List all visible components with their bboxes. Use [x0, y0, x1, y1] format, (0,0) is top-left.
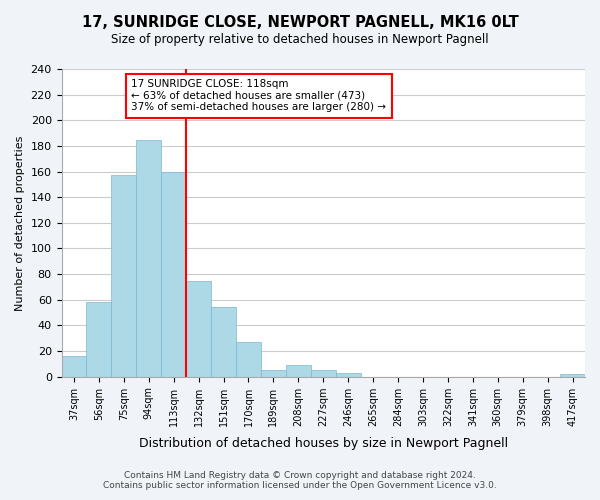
- Text: Size of property relative to detached houses in Newport Pagnell: Size of property relative to detached ho…: [111, 32, 489, 46]
- Bar: [236, 342, 261, 376]
- Bar: [86, 302, 112, 376]
- Bar: [161, 172, 186, 376]
- Text: 17 SUNRIDGE CLOSE: 118sqm
← 63% of detached houses are smaller (473)
37% of semi: 17 SUNRIDGE CLOSE: 118sqm ← 63% of detac…: [131, 80, 386, 112]
- Bar: [211, 308, 236, 376]
- Bar: [186, 280, 211, 376]
- Text: Contains HM Land Registry data © Crown copyright and database right 2024.
Contai: Contains HM Land Registry data © Crown c…: [103, 470, 497, 490]
- Text: 17, SUNRIDGE CLOSE, NEWPORT PAGNELL, MK16 0LT: 17, SUNRIDGE CLOSE, NEWPORT PAGNELL, MK1…: [82, 15, 518, 30]
- Bar: [286, 365, 311, 376]
- Bar: [136, 140, 161, 376]
- Bar: [261, 370, 286, 376]
- Bar: [560, 374, 585, 376]
- X-axis label: Distribution of detached houses by size in Newport Pagnell: Distribution of detached houses by size …: [139, 437, 508, 450]
- Y-axis label: Number of detached properties: Number of detached properties: [15, 135, 25, 310]
- Bar: [311, 370, 336, 376]
- Bar: [62, 356, 86, 376]
- Bar: [336, 373, 361, 376]
- Bar: [112, 176, 136, 376]
